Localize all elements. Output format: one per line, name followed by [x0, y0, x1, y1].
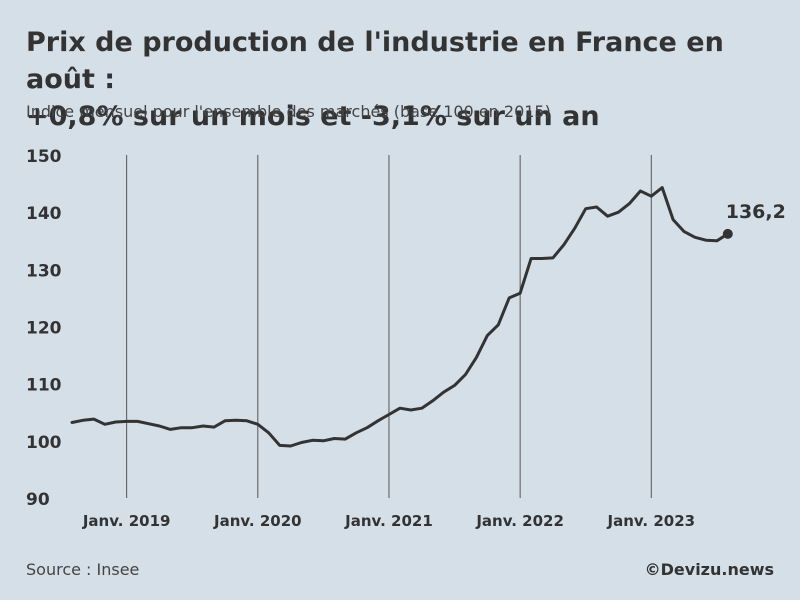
- grid-lines: [126, 155, 652, 498]
- y-tick-label: 110: [26, 376, 62, 396]
- credit-label: ©Devizu.news: [644, 560, 774, 579]
- x-tick-label: Janv. 2019: [82, 512, 171, 530]
- chart-title: Prix de production de l'industrie en Fra…: [26, 24, 786, 135]
- series-group: 136,2: [70, 186, 786, 448]
- source-note: Source : Insee: [26, 560, 140, 579]
- x-axis: Janv. 2019 Janv. 2020 Janv. 2021 Janv. 2022…: [82, 512, 695, 530]
- x-tick-label: Janv. 2022: [475, 512, 564, 530]
- y-tick-label: 140: [26, 204, 62, 224]
- y-tick-label: 100: [26, 433, 62, 453]
- title-line-2: +0,8% sur un mois et -3,1% sur un an: [26, 101, 600, 132]
- x-tick-label: Janv. 2021: [344, 512, 433, 530]
- y-tick-label: 90: [26, 490, 50, 510]
- y-tick-label: 120: [26, 319, 62, 339]
- chart-subtitle: Indice mensuel pour l'ensemble des march…: [26, 102, 551, 121]
- y-axis: 90 100 110 120 130 140 150: [26, 147, 62, 510]
- end-point-marker: [722, 228, 733, 239]
- end-value-label: 136,2: [726, 201, 786, 223]
- series-line: [70, 186, 730, 448]
- title-line-1: Prix de production de l'industrie en Fra…: [26, 27, 724, 95]
- x-tick-label: Janv. 2020: [213, 512, 302, 530]
- y-tick-label: 130: [26, 261, 62, 281]
- y-tick-label: 150: [26, 147, 62, 167]
- x-tick-label: Janv. 2023: [606, 512, 695, 530]
